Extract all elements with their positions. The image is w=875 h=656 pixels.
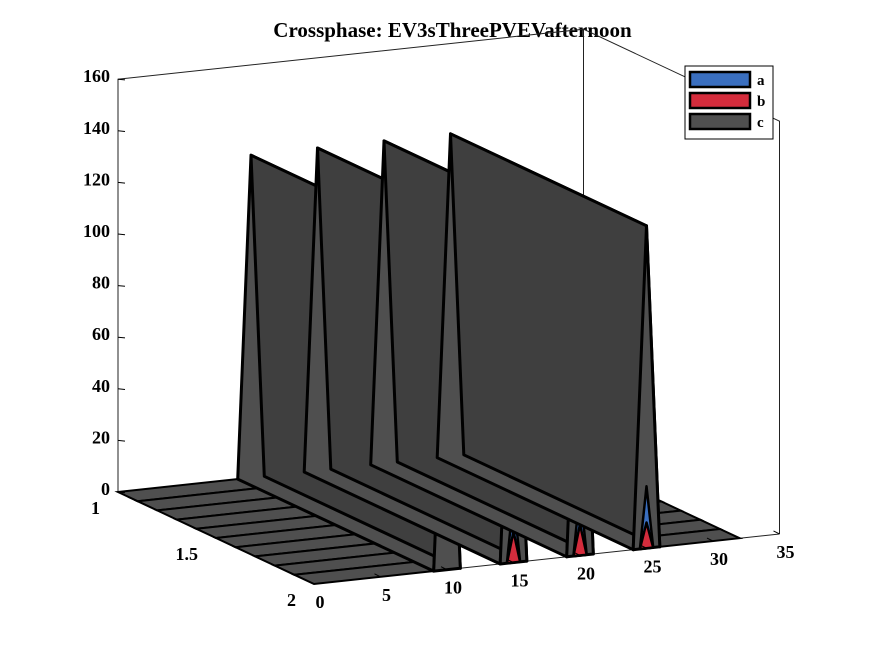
z-tick-label: 40 <box>92 376 110 396</box>
legend: abc <box>684 65 774 140</box>
y-tick-mark <box>117 490 126 493</box>
z-tick-label: 120 <box>83 169 110 189</box>
z-tick-label: 100 <box>83 221 110 241</box>
y-tick-label: 1 <box>91 498 100 518</box>
legend-label-a: a <box>757 73 765 89</box>
z-tick-label: 160 <box>83 66 110 86</box>
z-tick-label: 60 <box>92 324 110 344</box>
y-tick-mark <box>215 536 224 539</box>
z-tick-label: 0 <box>101 479 110 499</box>
x-tick-label: 20 <box>577 563 595 583</box>
z-tick-mark <box>117 181 126 184</box>
x-tick-label: 0 <box>316 592 325 612</box>
legend-swatch-c <box>688 112 752 131</box>
x-tick-label: 25 <box>644 556 662 576</box>
z-tick-label: 80 <box>92 273 110 293</box>
series-b-spike <box>572 523 588 558</box>
z-tick-mark <box>117 78 126 81</box>
x-tick-label: 35 <box>777 542 795 562</box>
y-tick-label: 1.5 <box>176 544 199 564</box>
x-tick-mark <box>773 530 780 535</box>
x-tick-mark <box>307 580 315 585</box>
z-tick-mark <box>117 388 126 390</box>
legend-label-c: c <box>757 115 764 131</box>
z-tick-label: 140 <box>83 118 110 138</box>
x-tick-mark <box>440 566 448 571</box>
series-c-walls <box>236 132 662 573</box>
series-b-spike <box>638 521 655 551</box>
axis-ticks: 0 20 40 60 80 100 120 140 160 0 5 10 15 20 25 30 35 1 1.5 2 <box>83 66 795 612</box>
z-tick-label: 20 <box>92 427 110 447</box>
x-tick-label: 5 <box>382 585 391 605</box>
z-tick-mark <box>117 285 126 287</box>
x-tick-mark <box>507 559 514 563</box>
y-tick-label: 2 <box>287 590 296 610</box>
z-tick-mark <box>117 233 126 236</box>
x-tick-mark <box>640 544 647 549</box>
z-tick-mark <box>117 439 126 442</box>
x-tick-mark <box>573 551 581 556</box>
y-tick-mark <box>313 582 322 585</box>
x-tick-label: 30 <box>710 549 728 569</box>
legend-swatch-a <box>688 70 752 89</box>
x-tick-mark <box>374 573 381 578</box>
z-tick-mark <box>117 130 126 132</box>
x-tick-label: 15 <box>511 571 529 591</box>
legend-label-b: b <box>757 94 765 110</box>
legend-swatch-b <box>688 91 752 110</box>
z-tick-mark <box>117 336 126 339</box>
x-tick-label: 10 <box>444 578 462 598</box>
x-tick-mark <box>706 537 714 542</box>
